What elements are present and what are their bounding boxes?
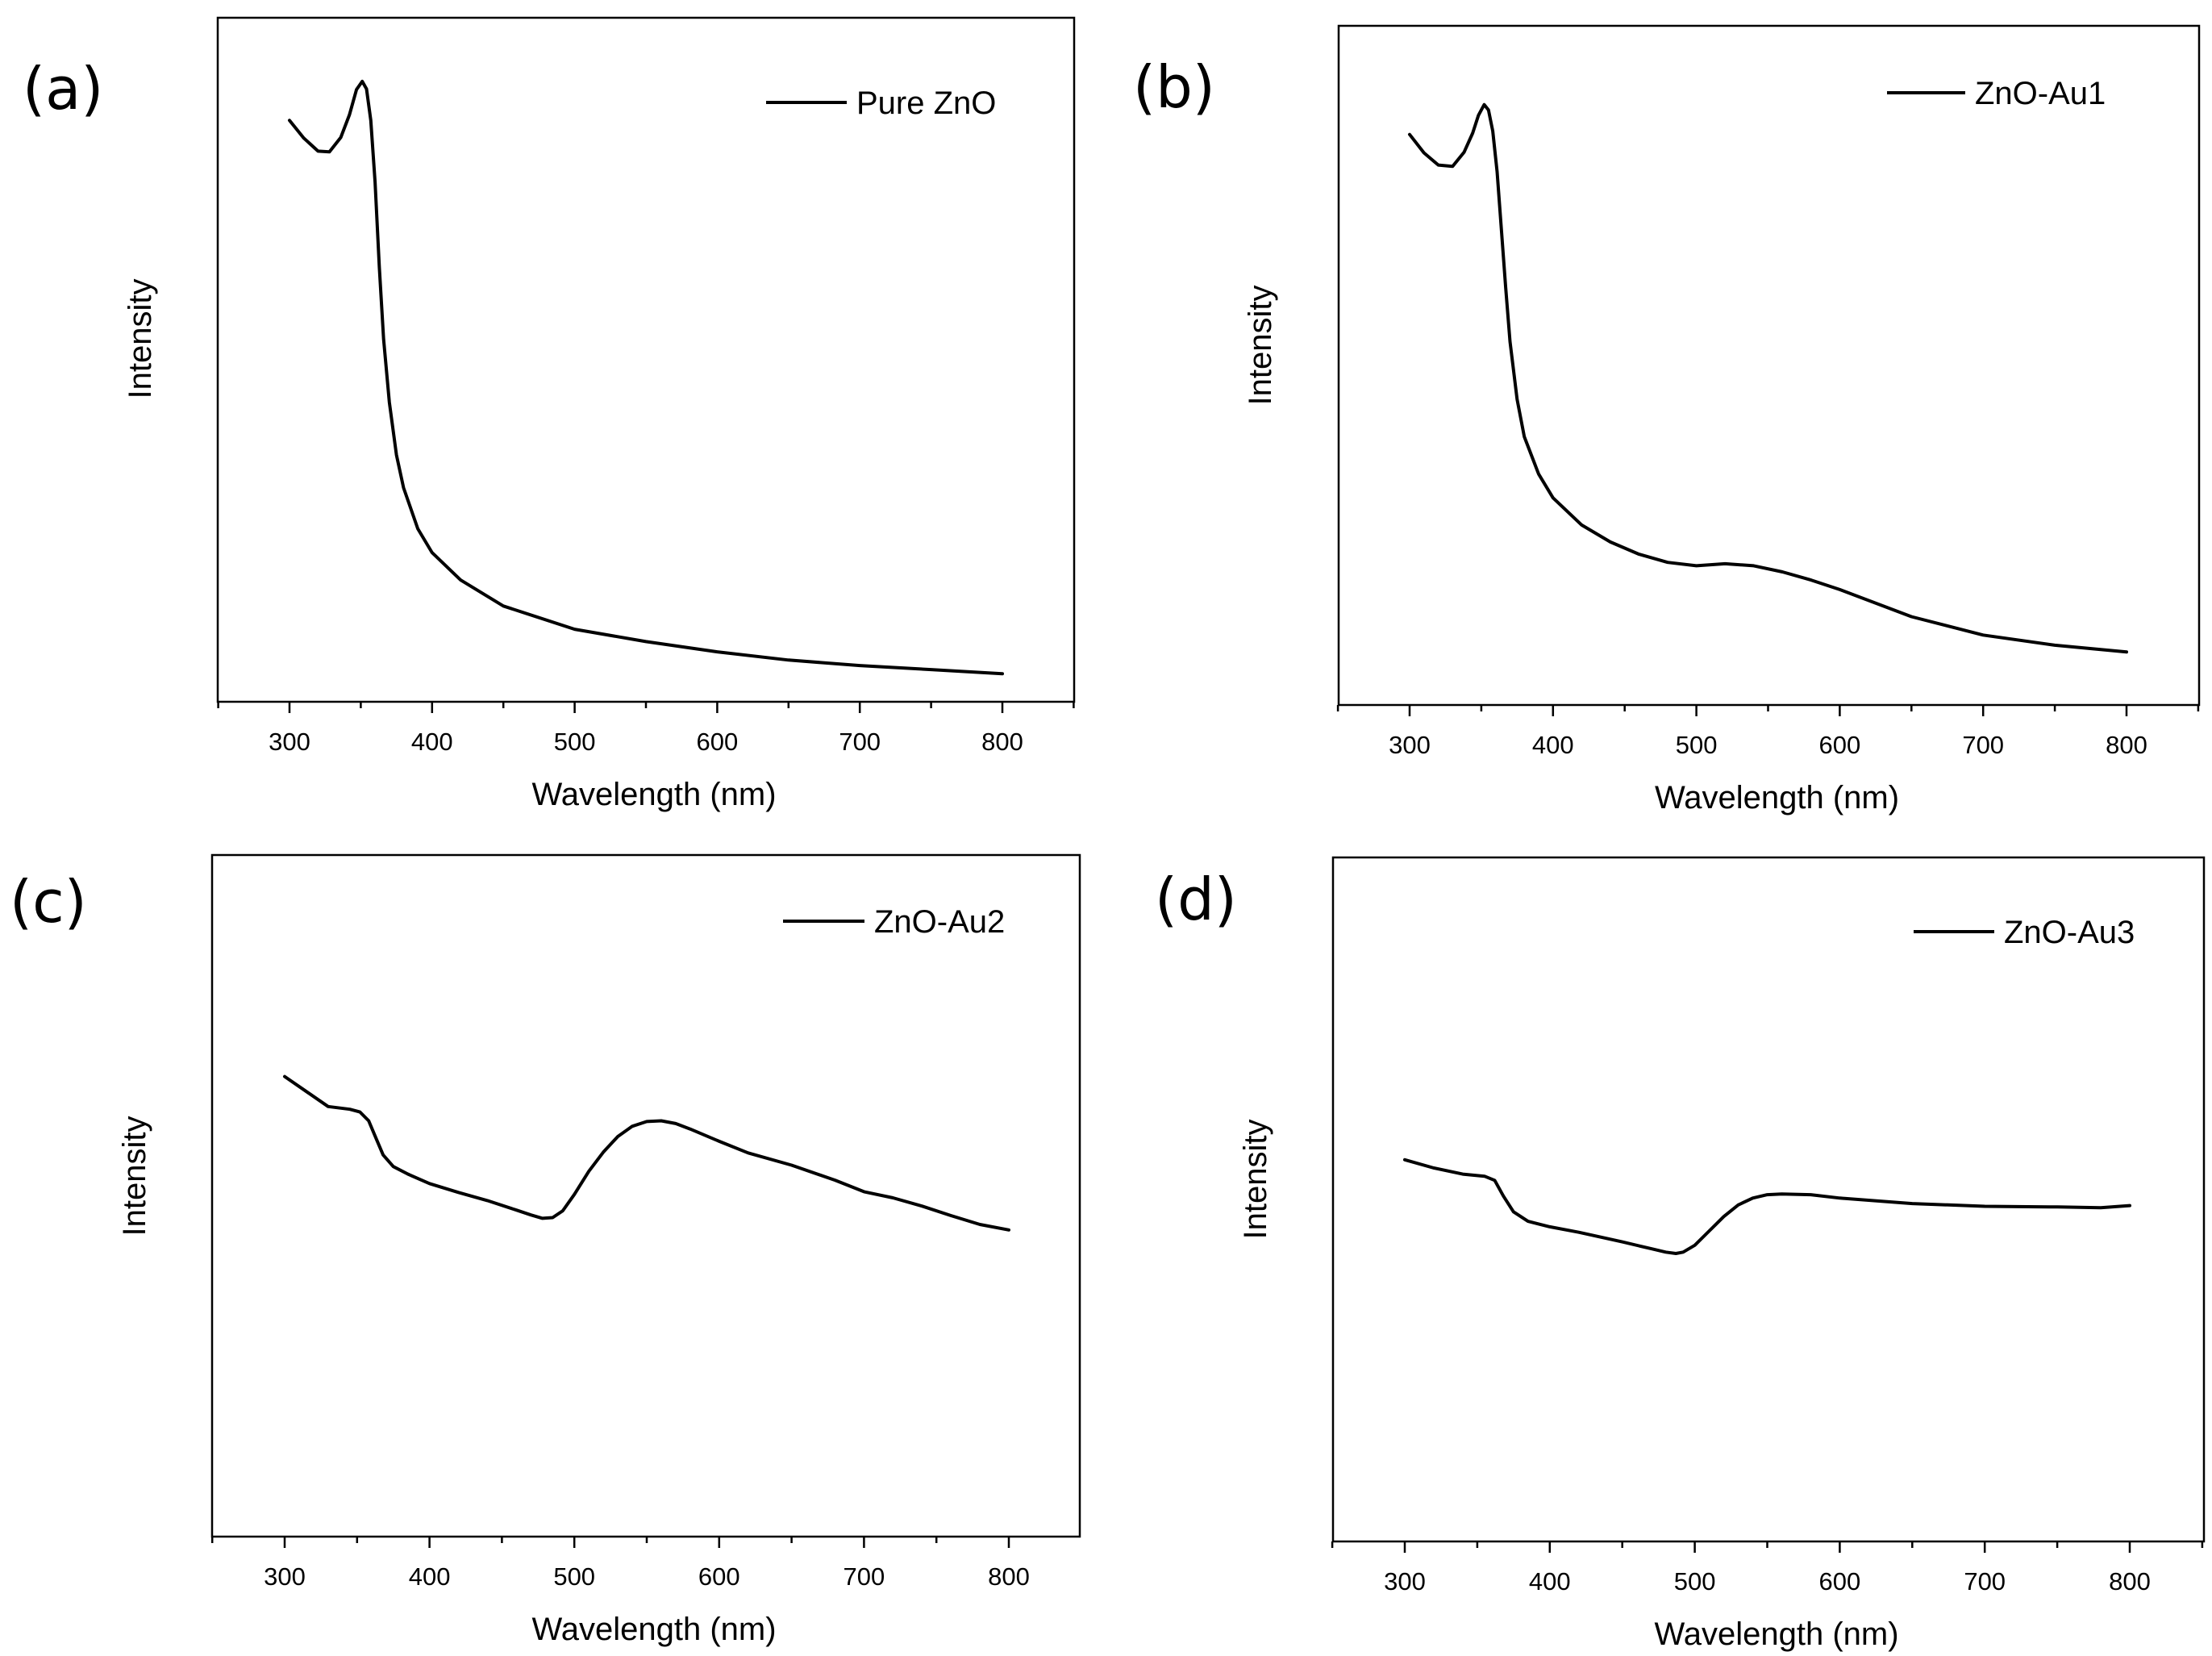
x-tick-label-a: 700 [839, 728, 881, 756]
y-axis-label-c: Intensity [117, 1116, 152, 1237]
series-line-c [283, 1074, 1010, 1232]
y-axis-label-d: Intensity [1238, 1120, 1273, 1240]
y-axis-label-b: Intensity [1243, 286, 1278, 406]
x-axis-label-b: Wavelength (nm) [1655, 780, 1899, 815]
x-tick-label-a: 400 [411, 728, 453, 756]
x-tick-label-c: 700 [844, 1562, 885, 1591]
x-tick-label-a: 600 [697, 728, 739, 756]
x-tick-label-b: 500 [1676, 731, 1718, 759]
panel-label-d: (d) [1155, 866, 1237, 933]
panel-c: 300 400 500 600 700 800 Wavelength (nm) Intensi… [10, 853, 1081, 1647]
x-tick-label-a: 500 [554, 728, 596, 756]
panel-label-b: (b) [1133, 53, 1215, 121]
panel-label-c: (c) [10, 868, 87, 936]
x-tick-label-c: 500 [553, 1562, 595, 1591]
plot-frame-d [1331, 856, 2206, 1543]
panel-b: 300 400 500 600 700 800 Wavelength (nm) Intensi… [1133, 24, 2201, 815]
x-tick-label-b: 300 [1389, 731, 1431, 759]
x-tick-label-d: 700 [1964, 1567, 2006, 1596]
x-tick-label-b: 700 [1962, 731, 2004, 759]
plot-frame-b [1337, 24, 2201, 707]
x-tick-label-d: 800 [2109, 1567, 2151, 1596]
legend-label-d: ZnO-Au3 [2004, 915, 2135, 950]
x-tick-label-d: 500 [1674, 1567, 1716, 1596]
x-tick-label-c: 600 [698, 1562, 740, 1591]
x-tick-label-d: 300 [1384, 1567, 1426, 1596]
x-axis-label-c: Wavelength (nm) [531, 1612, 776, 1647]
panel-a: 300 400 500 600 700 800 Wavelength (nm) Intensi… [23, 16, 1076, 812]
x-tick-label-b: 400 [1532, 731, 1574, 759]
y-axis-label-a: Intensity [123, 279, 158, 399]
panel-d: 300 400 500 600 700 800 Wavelength (nm) Intensi… [1155, 856, 2206, 1652]
x-tick-label-b: 800 [2106, 731, 2147, 759]
legend-label-b: ZnO-Au1 [1975, 76, 2106, 111]
series-line-d [1403, 1158, 2131, 1255]
x-tick-label-c: 800 [988, 1562, 1030, 1591]
x-tick-label-d: 400 [1529, 1567, 1571, 1596]
x-tick-label-c: 300 [264, 1562, 306, 1591]
x-tick-label-a: 800 [981, 728, 1023, 756]
x-tick-label-c: 400 [409, 1562, 451, 1591]
series-line-b [1408, 102, 2128, 654]
x-tick-label-d: 600 [1819, 1567, 1861, 1596]
legend-label-c: ZnO-Au2 [874, 904, 1005, 940]
plot-frame-c [210, 853, 1081, 1538]
x-tick-label-a: 300 [269, 728, 310, 756]
x-axis-label-a: Wavelength (nm) [531, 777, 776, 812]
legend-label-a: Pure ZnO [856, 86, 996, 121]
x-tick-label-b: 600 [1819, 731, 1861, 759]
x-axis-label-d: Wavelength (nm) [1654, 1616, 1898, 1652]
panel-label-a: (a) [23, 55, 103, 123]
series-line-a [288, 79, 1004, 676]
